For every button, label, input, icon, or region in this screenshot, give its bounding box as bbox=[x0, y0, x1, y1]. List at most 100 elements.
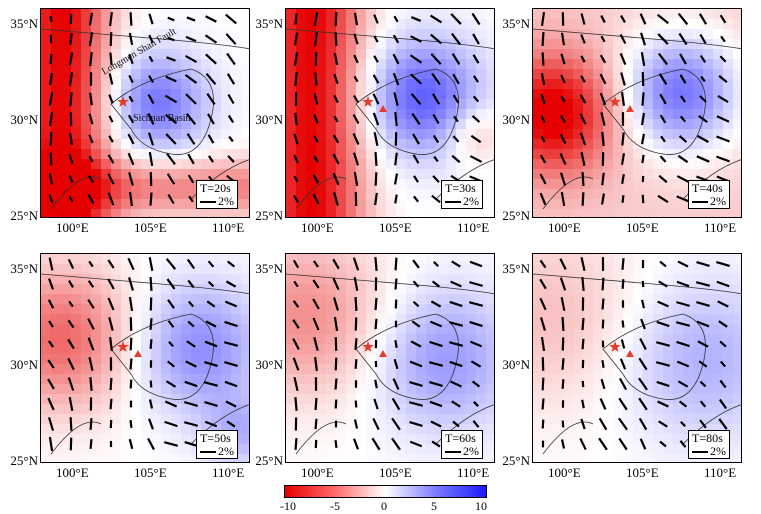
field-cell bbox=[231, 254, 242, 265]
field-cell bbox=[426, 324, 437, 335]
anisotropy-bar bbox=[543, 32, 544, 46]
field-cell bbox=[733, 149, 742, 160]
field-cell bbox=[141, 209, 152, 218]
field-cell bbox=[683, 9, 694, 20]
field-cell bbox=[533, 139, 544, 150]
field-cell bbox=[643, 284, 654, 295]
field-cell bbox=[436, 334, 447, 345]
field-cell bbox=[643, 414, 654, 425]
field-cell bbox=[81, 49, 92, 60]
anisotropy-bar bbox=[296, 438, 297, 450]
field-cell bbox=[151, 374, 162, 385]
field-cell bbox=[296, 209, 307, 218]
anisotropy-bar bbox=[396, 258, 397, 271]
field-cell bbox=[543, 314, 554, 325]
field-cell bbox=[663, 354, 674, 365]
field-cell bbox=[91, 169, 102, 180]
field-cell bbox=[583, 304, 594, 315]
field-cell bbox=[336, 394, 347, 405]
field-cell bbox=[733, 324, 742, 335]
field-cell bbox=[191, 29, 202, 40]
field-cell bbox=[181, 209, 192, 218]
field-cell bbox=[161, 179, 172, 190]
field-cell bbox=[366, 39, 377, 50]
field-cell bbox=[296, 129, 307, 140]
field-cell bbox=[41, 324, 52, 335]
scale-label: 2% bbox=[218, 194, 234, 208]
field-cell bbox=[306, 139, 317, 150]
field-cell bbox=[613, 384, 624, 395]
field-cell bbox=[426, 79, 437, 90]
field-cell bbox=[111, 169, 122, 180]
field-cell bbox=[426, 344, 437, 355]
field-cell bbox=[101, 99, 112, 110]
field-cell bbox=[623, 264, 634, 275]
field-cell bbox=[426, 384, 437, 395]
field-cell bbox=[296, 99, 307, 110]
field-cell bbox=[306, 99, 317, 110]
field-cell bbox=[306, 284, 317, 295]
field-cell bbox=[376, 9, 387, 20]
field-cell bbox=[583, 129, 594, 140]
field-cell bbox=[733, 9, 742, 20]
field-cell bbox=[241, 424, 250, 435]
field-cell bbox=[733, 29, 742, 40]
field-cell bbox=[131, 444, 142, 455]
field-cell bbox=[61, 49, 72, 60]
field-cell bbox=[171, 49, 182, 60]
field-cell bbox=[486, 139, 495, 150]
anisotropy-bar bbox=[336, 400, 337, 409]
field-cell bbox=[456, 274, 467, 285]
field-cell bbox=[71, 119, 82, 130]
lat-label: 30°N bbox=[245, 112, 283, 128]
lat-label: 30°N bbox=[492, 357, 530, 373]
field-cell bbox=[486, 304, 495, 315]
field-cell bbox=[733, 394, 742, 405]
field-cell bbox=[603, 209, 614, 218]
field-cell bbox=[603, 454, 614, 463]
field-cell bbox=[476, 414, 487, 425]
field-cell bbox=[633, 19, 644, 30]
field-cell bbox=[663, 129, 674, 140]
field-cell bbox=[61, 344, 72, 355]
anisotropy-bar bbox=[603, 298, 604, 309]
field-cell bbox=[161, 424, 172, 435]
field-cell bbox=[476, 314, 487, 325]
field-cell bbox=[211, 129, 222, 140]
field-cell bbox=[231, 149, 242, 160]
anisotropy-bar bbox=[71, 417, 72, 431]
field-cell bbox=[613, 79, 624, 90]
field-cell bbox=[653, 159, 664, 170]
field-cell bbox=[573, 39, 584, 50]
field-cell bbox=[416, 209, 427, 218]
field-cell bbox=[316, 334, 327, 345]
field-cell bbox=[296, 39, 307, 50]
field-cell bbox=[51, 159, 62, 170]
field-cell bbox=[316, 414, 327, 425]
field-cell bbox=[376, 29, 387, 40]
field-cell bbox=[713, 159, 724, 170]
field-cell bbox=[366, 294, 377, 305]
field-cell bbox=[713, 384, 724, 395]
field-cell bbox=[663, 254, 674, 265]
field-cell bbox=[356, 29, 367, 40]
field-cell bbox=[211, 254, 222, 265]
field-cell bbox=[633, 89, 644, 100]
field-cell bbox=[366, 444, 377, 455]
field-cell bbox=[416, 69, 427, 80]
field-cell bbox=[653, 264, 664, 275]
field-cell bbox=[603, 294, 614, 305]
field-cell bbox=[191, 294, 202, 305]
field-cell bbox=[703, 294, 714, 305]
field-cell bbox=[553, 119, 564, 130]
field-cell bbox=[643, 159, 654, 170]
field-cell bbox=[386, 59, 397, 70]
lon-label: 110°E bbox=[212, 220, 244, 236]
field-cell bbox=[376, 284, 387, 295]
field-cell bbox=[476, 149, 487, 160]
field-cell bbox=[583, 384, 594, 395]
field-cell bbox=[733, 79, 742, 90]
field-cell bbox=[533, 304, 544, 315]
field-cell bbox=[426, 139, 437, 150]
field-cell bbox=[376, 69, 387, 80]
